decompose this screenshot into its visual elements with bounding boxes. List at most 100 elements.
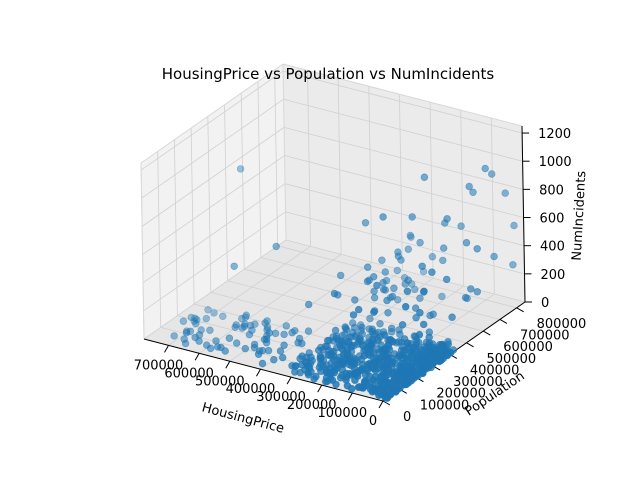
grid-line bbox=[460, 110, 465, 287]
z-tick-label: 1200 bbox=[538, 127, 571, 142]
data-point bbox=[375, 354, 383, 363]
data-point bbox=[488, 170, 496, 178]
data-point bbox=[298, 339, 306, 348]
data-point bbox=[225, 334, 234, 342]
grid-line bbox=[142, 183, 286, 284]
data-point bbox=[436, 345, 444, 354]
data-point bbox=[415, 331, 424, 339]
grid-line bbox=[285, 239, 526, 303]
data-point bbox=[337, 271, 345, 280]
data-point bbox=[302, 353, 311, 362]
y-tick-label: 200000 bbox=[436, 387, 486, 402]
data-point bbox=[219, 312, 227, 320]
data-point bbox=[344, 350, 352, 358]
data-point bbox=[347, 371, 355, 379]
data-point bbox=[383, 296, 391, 305]
x-tick-label: 100000 bbox=[318, 406, 368, 421]
data-point bbox=[206, 344, 215, 353]
data-point bbox=[370, 273, 378, 281]
data-point bbox=[182, 329, 191, 337]
data-point bbox=[408, 213, 416, 221]
grid-line bbox=[283, 98, 523, 162]
data-point bbox=[241, 344, 250, 353]
z-axis-line bbox=[521, 125, 526, 303]
z-tick-label: 600 bbox=[540, 212, 565, 227]
grid-line bbox=[174, 139, 178, 316]
y-tick-mark bbox=[382, 400, 391, 406]
data-point bbox=[338, 338, 347, 346]
data-point bbox=[406, 231, 414, 240]
data-point bbox=[331, 326, 340, 335]
data-point bbox=[181, 339, 190, 348]
chart-title: HousingPrice vs Population vs NumInciden… bbox=[162, 65, 495, 83]
y-tick-label: 100000 bbox=[420, 398, 470, 413]
data-point bbox=[361, 219, 370, 227]
data-point bbox=[355, 383, 364, 391]
data-point bbox=[242, 311, 251, 319]
data-point bbox=[416, 238, 424, 247]
data-point bbox=[333, 364, 341, 372]
data-point bbox=[280, 330, 288, 339]
y-tick-mark bbox=[482, 330, 491, 336]
data-point bbox=[501, 189, 509, 197]
data-point bbox=[282, 322, 290, 330]
data-point bbox=[368, 388, 377, 396]
data-point bbox=[288, 329, 296, 337]
data-point bbox=[230, 262, 238, 270]
grid-line bbox=[490, 118, 495, 295]
grid-line bbox=[207, 116, 212, 293]
data-point bbox=[358, 341, 367, 349]
x-axis-line bbox=[143, 338, 384, 402]
data-point bbox=[238, 324, 246, 332]
data-point bbox=[210, 309, 218, 317]
data-point bbox=[204, 306, 212, 314]
data-point bbox=[262, 339, 271, 347]
pane-edge bbox=[282, 63, 287, 241]
data-point bbox=[389, 337, 397, 346]
grid-line bbox=[240, 93, 245, 270]
z-tick-label: 400 bbox=[540, 240, 565, 255]
grid-line bbox=[284, 155, 524, 218]
data-point bbox=[264, 346, 273, 355]
data-point bbox=[403, 287, 412, 295]
y-tick-mark bbox=[516, 307, 524, 313]
x-tick-label: 300000 bbox=[256, 390, 306, 405]
data-point bbox=[407, 340, 415, 348]
data-point bbox=[510, 221, 518, 230]
data-point bbox=[420, 173, 429, 181]
data-point bbox=[461, 293, 470, 302]
data-point bbox=[193, 316, 201, 324]
data-point bbox=[265, 329, 274, 337]
pane-edge bbox=[140, 63, 284, 164]
data-point bbox=[170, 332, 178, 340]
data-point bbox=[443, 215, 451, 223]
data-point bbox=[388, 324, 396, 332]
y-tick-label: 500000 bbox=[487, 352, 537, 367]
data-point bbox=[381, 268, 389, 276]
data-point bbox=[397, 373, 405, 382]
data-point bbox=[366, 372, 374, 381]
grid-line bbox=[198, 253, 342, 354]
data-point bbox=[245, 330, 254, 339]
data-point bbox=[370, 294, 379, 302]
data-point bbox=[238, 314, 246, 323]
data-point bbox=[373, 281, 381, 290]
data-point bbox=[360, 378, 369, 387]
data-point bbox=[195, 337, 203, 345]
data-point bbox=[187, 313, 196, 322]
data-point bbox=[438, 292, 446, 301]
data-point bbox=[448, 313, 456, 321]
data-point bbox=[279, 353, 287, 362]
grid-line bbox=[257, 81, 262, 258]
y-tick-mark bbox=[466, 342, 474, 348]
data-point bbox=[407, 233, 415, 241]
data-point bbox=[490, 252, 498, 261]
grid-line bbox=[429, 102, 434, 279]
data-point bbox=[358, 323, 366, 332]
data-point bbox=[202, 314, 211, 323]
data-point bbox=[330, 289, 339, 298]
grid-line bbox=[285, 211, 525, 275]
data-point bbox=[254, 350, 263, 358]
grid-line bbox=[337, 78, 342, 255]
